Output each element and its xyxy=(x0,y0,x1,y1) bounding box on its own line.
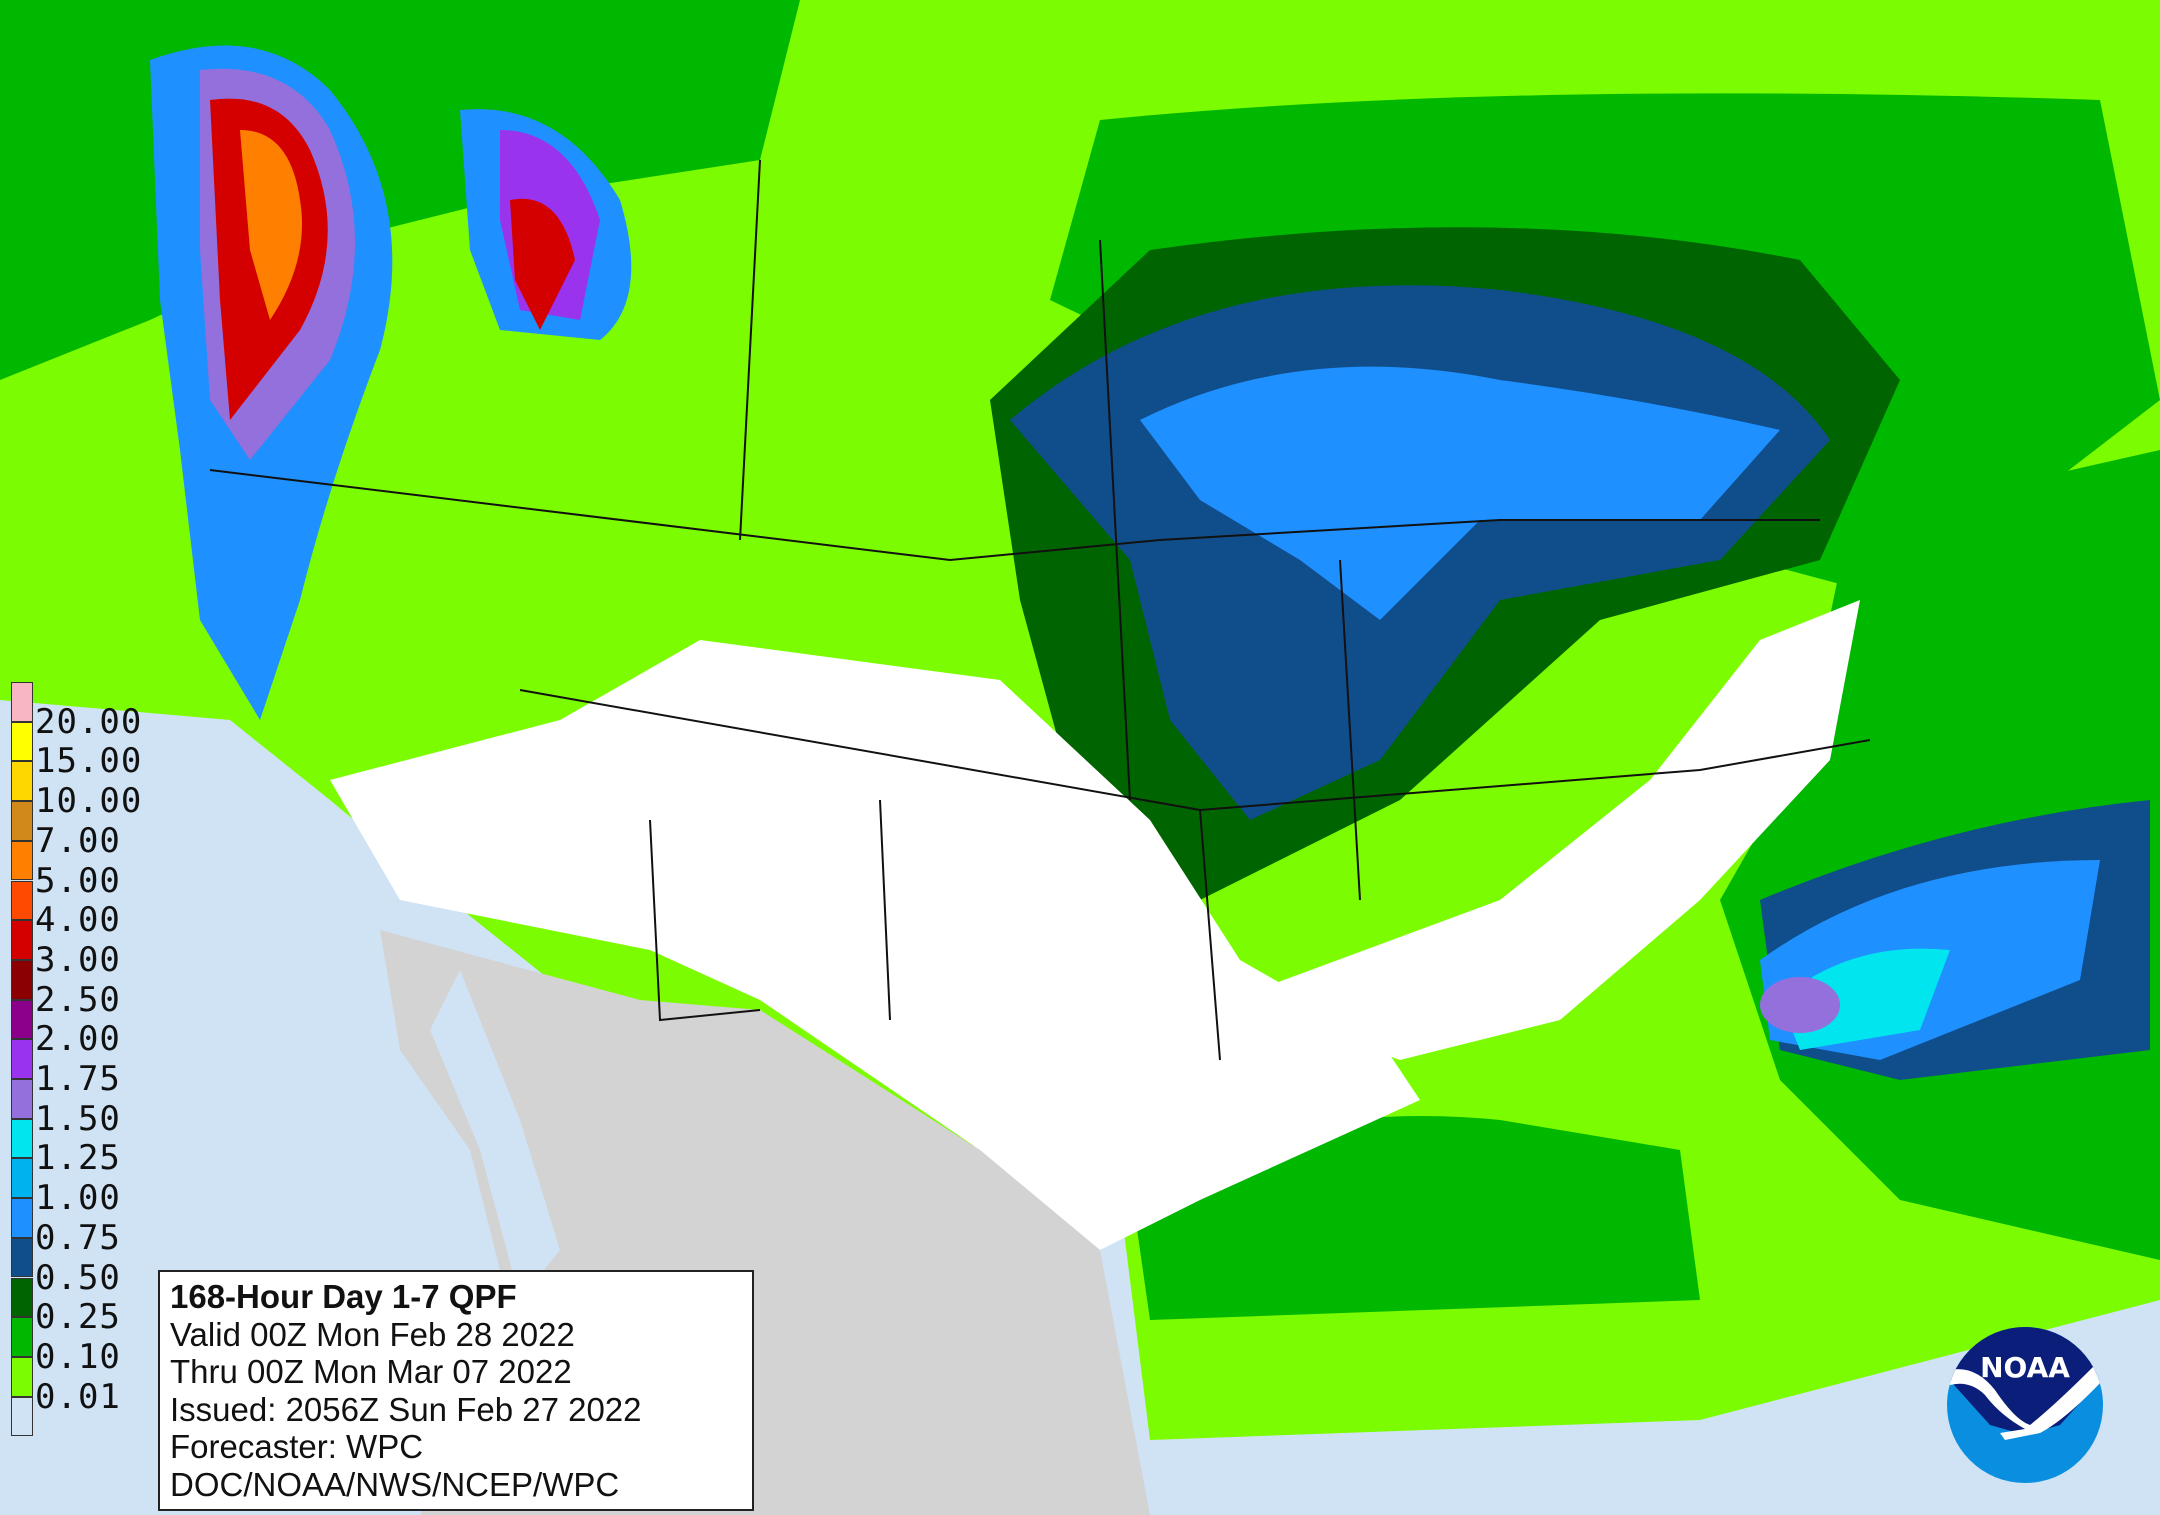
legend-swatch xyxy=(11,1356,33,1397)
legend-swatch xyxy=(11,721,33,762)
legend-label: 20.00 xyxy=(35,701,143,742)
legend-label: 2.50 xyxy=(35,979,121,1020)
forecaster: Forecaster: WPC xyxy=(170,1428,424,1465)
agency: DOC/NOAA/NWS/NCEP/WPC xyxy=(170,1465,620,1503)
legend-label: 10.00 xyxy=(35,781,143,822)
legend-swatch xyxy=(11,840,33,881)
legend-swatch xyxy=(11,1198,33,1238)
legend-swatch xyxy=(11,959,33,1000)
legend-swatch xyxy=(11,1277,33,1318)
legend-label: 0.10 xyxy=(35,1336,121,1377)
thru-time: Thru 00Z Mon Mar 07 2022 xyxy=(170,1353,572,1390)
legend-swatch xyxy=(11,1039,33,1079)
legend-swatch xyxy=(11,801,33,841)
legend-label: 2.00 xyxy=(35,1019,121,1060)
legend-label: 7.00 xyxy=(35,820,121,861)
legend-swatch xyxy=(11,920,33,960)
legend-label: 15.00 xyxy=(35,741,143,782)
info-box: 168-Hour Day 1-7 QPF Valid 00Z Mon Feb 2… xyxy=(158,1270,754,1511)
legend-label: 1.25 xyxy=(35,1138,121,1179)
legend-swatch xyxy=(11,1079,33,1119)
legend-label: 0.01 xyxy=(35,1376,121,1417)
legend-swatch xyxy=(11,1237,33,1278)
legend-swatch xyxy=(11,1317,33,1357)
legend-label: 3.00 xyxy=(35,939,121,980)
legend-swatch xyxy=(11,999,33,1040)
legend-swatch xyxy=(11,761,33,802)
legend-swatch xyxy=(11,682,33,722)
legend-swatch xyxy=(11,880,33,921)
legend-label: 1.75 xyxy=(35,1059,121,1099)
valid-time: Valid 00Z Mon Feb 28 2022 xyxy=(170,1315,575,1353)
legend-label: 0.75 xyxy=(35,1217,121,1258)
legend-label: 1.50 xyxy=(35,1098,121,1139)
legend-label: 1.00 xyxy=(35,1178,121,1219)
legend-swatch xyxy=(11,1158,33,1199)
issued-time: Issued: 2056Z Sun Feb 27 2022 xyxy=(170,1390,642,1428)
legend-label: 0.50 xyxy=(35,1257,121,1298)
map-title: 168-Hour Day 1-7 QPF xyxy=(170,1278,517,1315)
legend-label: 4.00 xyxy=(35,900,121,941)
noaa-logo: NOAA xyxy=(1947,1327,2103,1483)
legend-label: 0.25 xyxy=(35,1297,121,1338)
legend-label: 5.00 xyxy=(35,860,121,901)
legend-swatch xyxy=(11,1396,33,1437)
legend-swatch xyxy=(11,1118,33,1159)
noaa-logo-text: NOAA xyxy=(1980,1351,2070,1384)
